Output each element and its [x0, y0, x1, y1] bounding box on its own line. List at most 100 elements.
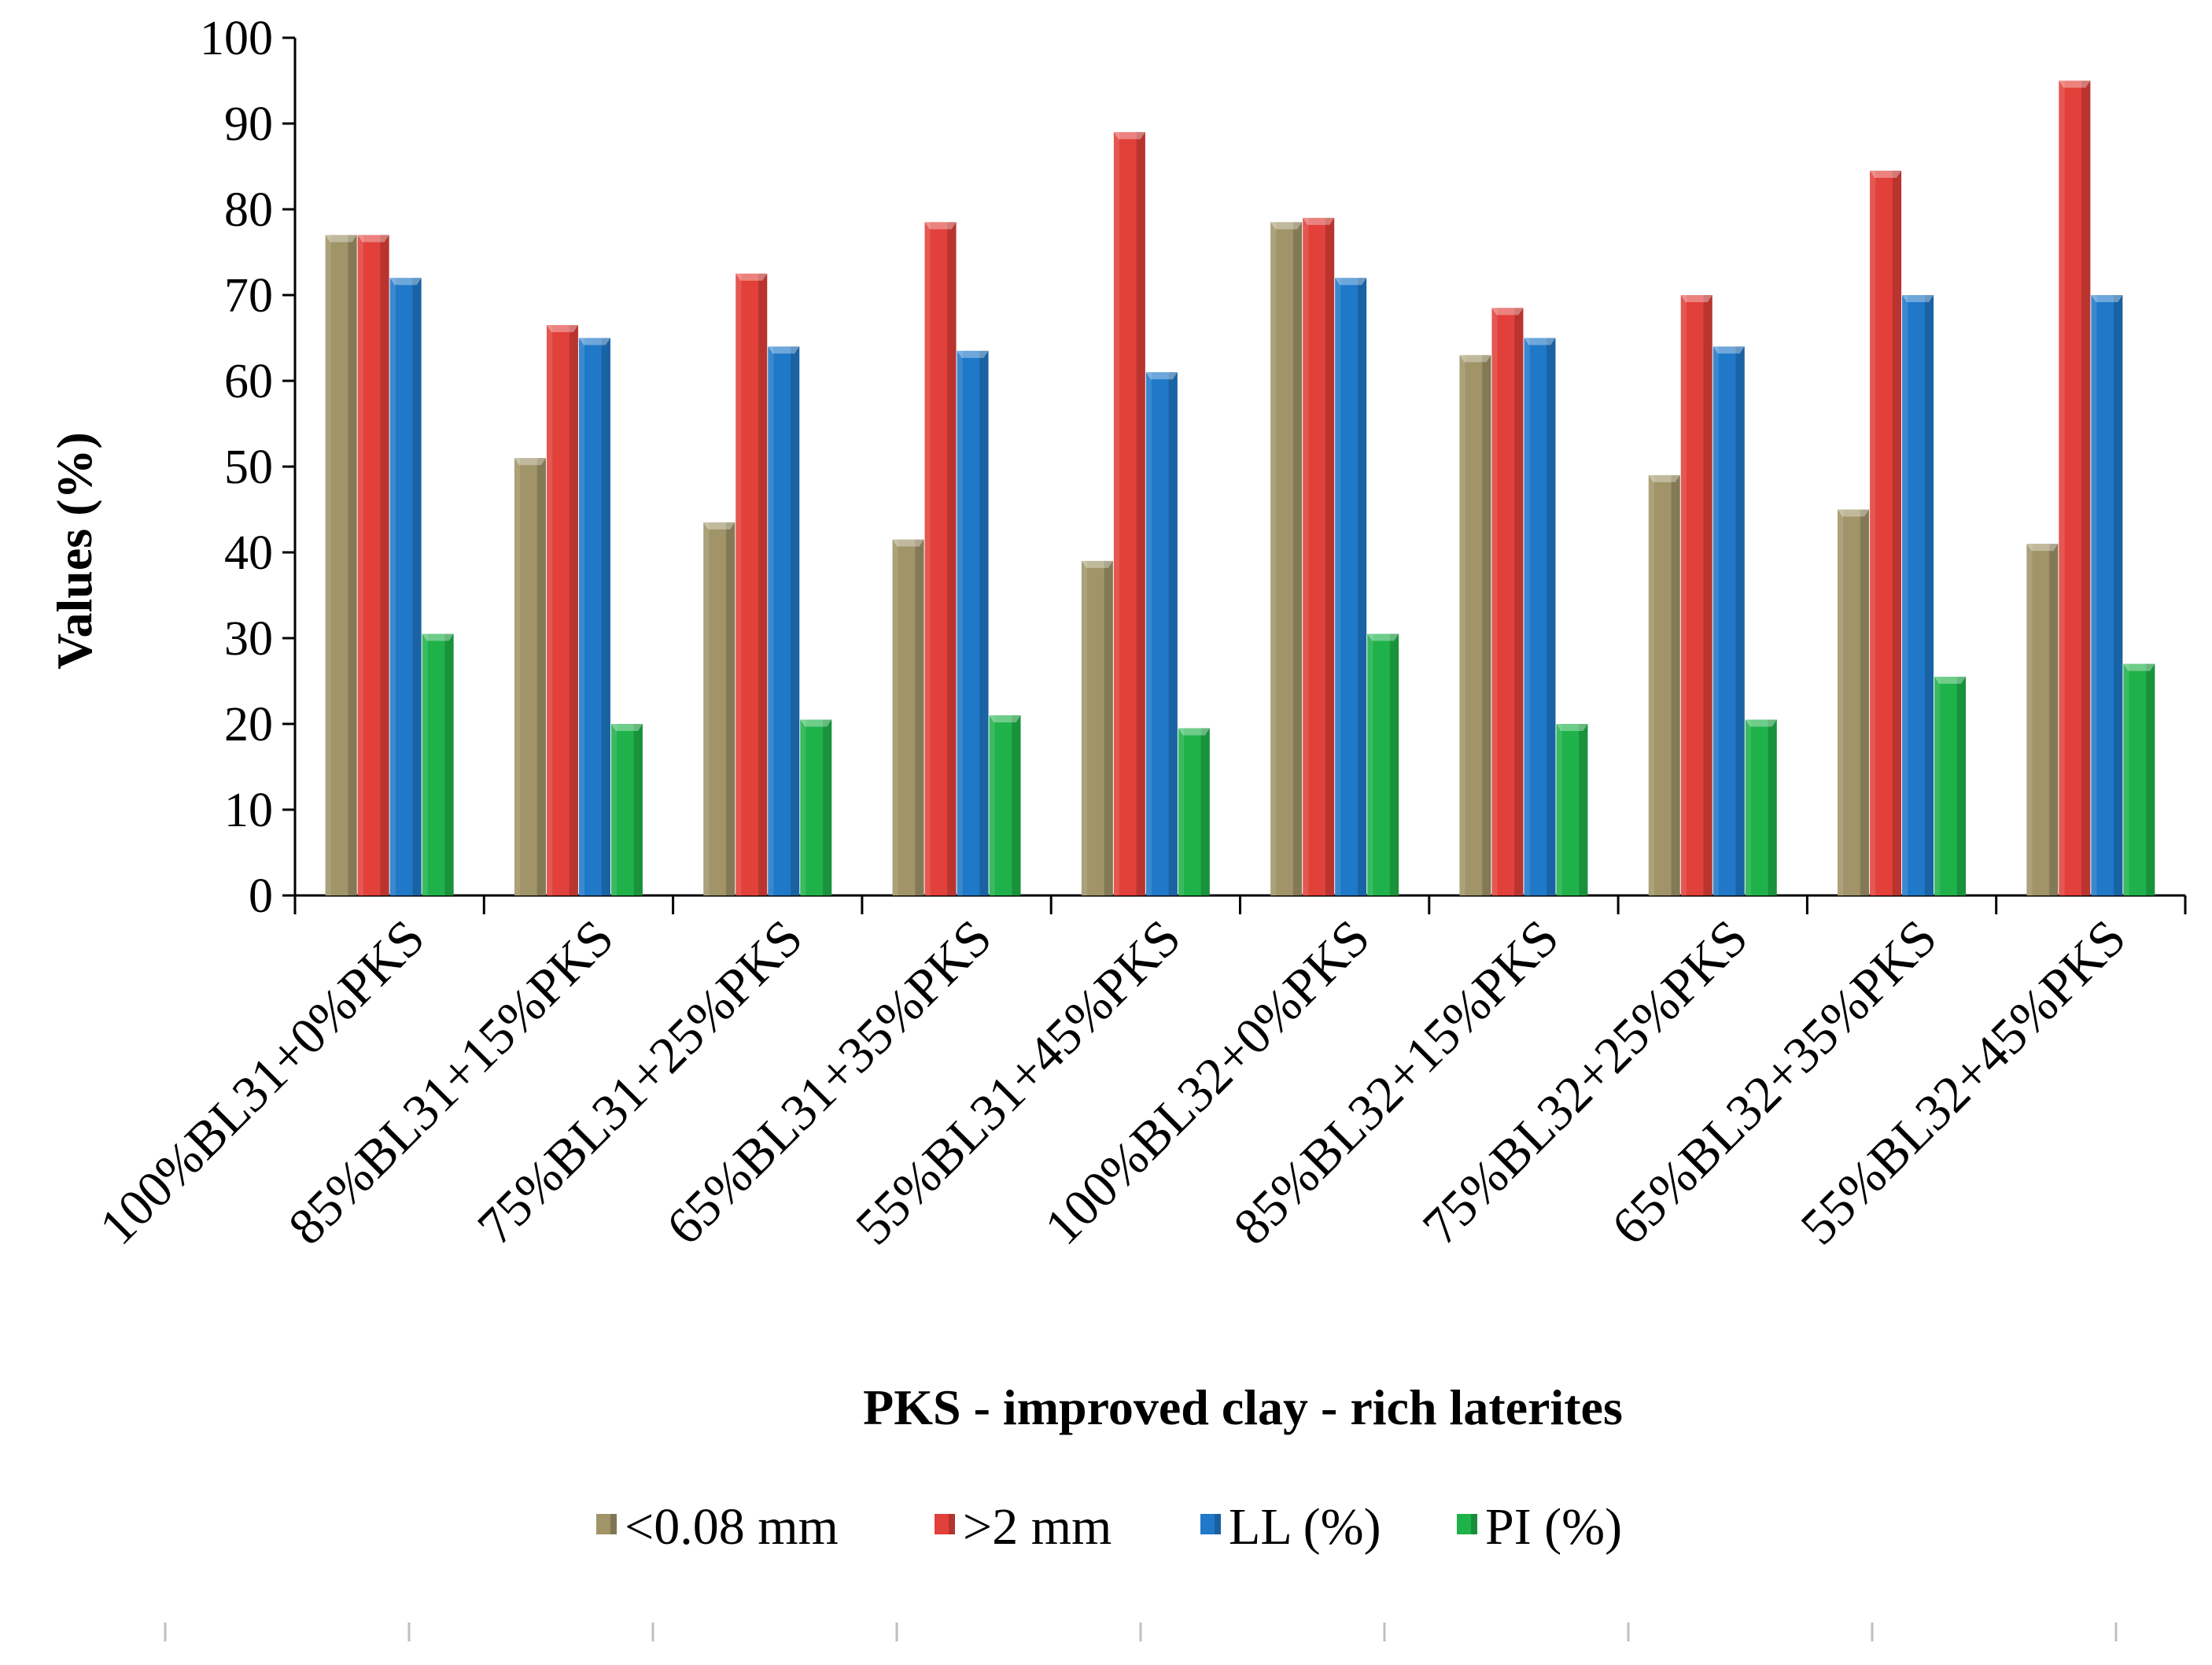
- bar-face: [989, 715, 1021, 895]
- legend: <0.08 mm >2 mm LL (%) PI (%): [596, 1498, 1622, 1556]
- legend-item-0-08-mm: <0.08 mm: [596, 1498, 839, 1556]
- bar-ll-5: [1145, 372, 1178, 896]
- bar-face: [2123, 663, 2155, 895]
- bar-highlight: [1680, 295, 1687, 895]
- x-category-label: 55%BL31+45%PKS: [845, 909, 1192, 1256]
- bar-highlight: [422, 633, 428, 895]
- bar-highlight: [957, 350, 963, 896]
- bar-0-08-mm-1: [325, 234, 357, 895]
- bar-0-08-mm-3: [703, 522, 735, 895]
- bar-cap: [1270, 222, 1303, 230]
- bar-highlight: [1081, 560, 1088, 895]
- bar-shade: [1325, 217, 1335, 895]
- legend-item-ll: LL (%): [1200, 1498, 1381, 1556]
- bar-shade: [1482, 355, 1491, 895]
- bar-face: [1113, 131, 1145, 895]
- x-category-label: 75%BL32+25%PKS: [1412, 909, 1759, 1256]
- bar-cap: [357, 234, 389, 242]
- bar-shade: [726, 522, 735, 895]
- legend-label: <0.08 mm: [625, 1498, 839, 1556]
- bar-cap: [2026, 544, 2059, 552]
- bar-2-mm-1: [357, 234, 389, 895]
- bar-highlight: [989, 715, 995, 895]
- bar-shade: [2049, 544, 2059, 895]
- bar-cap: [1680, 295, 1712, 302]
- legend-swatch-shade: [1471, 1514, 1477, 1534]
- bar-cap: [768, 346, 800, 354]
- bar-cap: [1459, 355, 1491, 363]
- bar-2-mm-2: [546, 325, 578, 895]
- bar-shade: [444, 633, 454, 895]
- bar-pi-6: [1367, 633, 1399, 895]
- bar-highlight: [1745, 719, 1751, 895]
- bar-ll-9: [1902, 295, 1934, 895]
- bar-0-08-mm-4: [892, 539, 924, 895]
- bar-pi-10: [2123, 663, 2155, 895]
- bar-face: [1934, 677, 1967, 895]
- bar-pi-9: [1934, 677, 1967, 895]
- bar-pi-3: [800, 719, 832, 895]
- y-tick-label: 20: [224, 698, 273, 751]
- bar-pi-2: [610, 724, 643, 895]
- y-tick-label: 50: [224, 441, 273, 494]
- bar-highlight: [924, 222, 931, 896]
- legend-swatch-shade: [949, 1514, 955, 1534]
- bar-face: [514, 458, 546, 895]
- bar-pi-1: [422, 633, 454, 895]
- bar-face: [422, 633, 454, 895]
- bar-shade: [633, 724, 643, 895]
- bar-cap: [325, 234, 357, 242]
- y-tick-label: 90: [224, 98, 273, 151]
- bar-cap: [514, 458, 546, 466]
- bar-cap: [924, 222, 957, 230]
- bar-cap: [1303, 217, 1335, 225]
- bar-pi-7: [1556, 724, 1588, 895]
- bar-highlight: [1270, 222, 1277, 896]
- x-category-label: 75%BL31+25%PKS: [466, 909, 813, 1256]
- bar-0-08-mm-2: [514, 458, 546, 895]
- bar-cap: [1524, 338, 1556, 345]
- bar-cap: [1081, 560, 1113, 568]
- bar-2-mm-6: [1303, 217, 1335, 895]
- bar-shade: [536, 458, 546, 895]
- bar-highlight: [2059, 80, 2065, 895]
- bar-face: [1556, 724, 1588, 895]
- x-category-label: 65%BL32+35%PKS: [1601, 909, 1948, 1256]
- x-category-label: 55%BL32+45%PKS: [1790, 909, 2137, 1256]
- bar-face: [892, 539, 924, 895]
- bar-cap: [2059, 80, 2091, 88]
- bar-shade: [1768, 719, 1777, 895]
- bar-highlight: [1838, 509, 1844, 895]
- bar-highlight: [610, 724, 618, 895]
- bar-highlight: [325, 234, 331, 895]
- bar-0-08-mm-9: [1838, 509, 1870, 895]
- bar-highlight: [800, 719, 806, 895]
- bar-0-08-mm-5: [1081, 560, 1113, 895]
- x-category-label: 100%BL32+0%PKS: [1034, 909, 1381, 1256]
- legend-swatch: [935, 1514, 955, 1534]
- bar-cap: [389, 278, 422, 286]
- bar-highlight: [357, 234, 363, 895]
- bar-face: [703, 522, 735, 895]
- x-axis-title: PKS - improved clay - rich laterites: [863, 1379, 1623, 1435]
- bar-shade: [2146, 663, 2155, 895]
- bar-shade: [601, 338, 610, 895]
- bar-cap: [1870, 170, 1902, 178]
- bar-cap: [703, 522, 735, 530]
- bar-highlight: [1178, 728, 1185, 895]
- legend-swatch-shade: [1215, 1514, 1221, 1534]
- x-category-label: 85%BL31+15%PKS: [278, 909, 625, 1256]
- bar-shade: [823, 719, 832, 895]
- bar-highlight: [1934, 677, 1941, 895]
- y-tick-label: 100: [200, 12, 273, 65]
- bar-cap: [2091, 295, 2123, 302]
- bar-face: [357, 234, 389, 895]
- bar-highlight: [735, 273, 742, 895]
- bar-cap: [1838, 509, 1870, 517]
- bar-cap: [1335, 278, 1367, 286]
- y-tick-label: 40: [224, 526, 273, 580]
- bar-face: [735, 273, 768, 895]
- bar-cap: [2123, 663, 2155, 671]
- bar-face: [924, 222, 957, 896]
- bar-highlight: [546, 325, 553, 895]
